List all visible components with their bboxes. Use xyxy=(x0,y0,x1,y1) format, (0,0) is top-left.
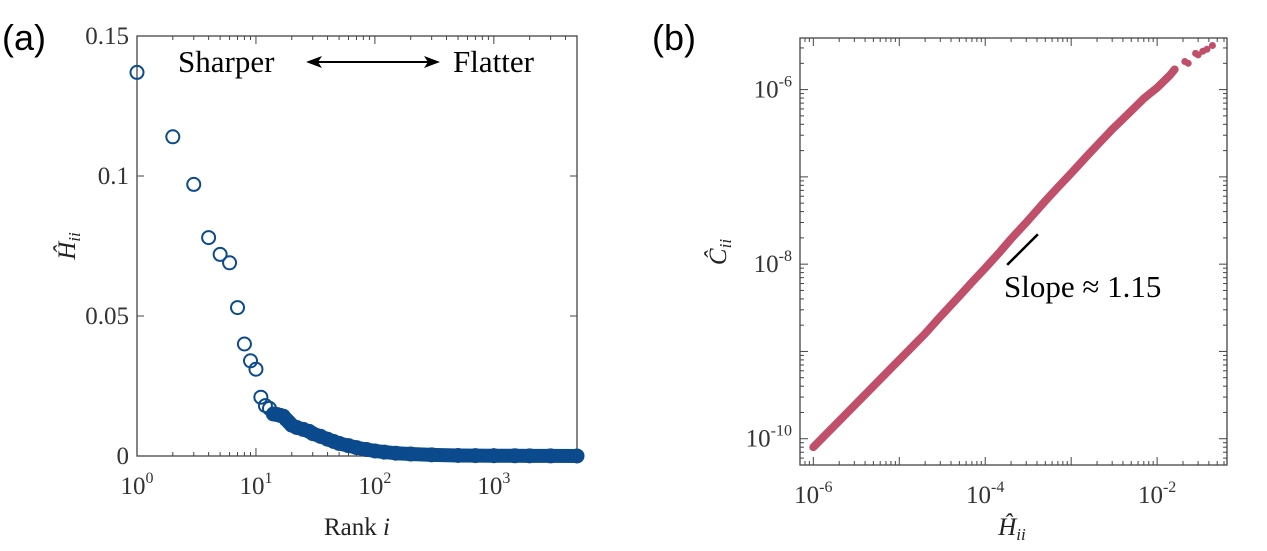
data-point xyxy=(882,369,890,377)
data-point xyxy=(869,382,877,390)
data-point xyxy=(968,278,976,286)
data-point xyxy=(359,442,375,458)
data-point xyxy=(129,64,145,80)
data-point xyxy=(222,255,238,271)
data-point xyxy=(1208,41,1216,49)
data-point xyxy=(388,445,404,461)
data-point xyxy=(331,435,347,451)
x-tick-label: 10-6 xyxy=(794,479,832,509)
data-point xyxy=(403,446,419,462)
y-tick-label: 0.05 xyxy=(85,303,129,330)
data-point xyxy=(230,300,246,316)
data-point xyxy=(850,402,858,410)
data-point xyxy=(376,444,392,460)
y-tick-label: 10-10 xyxy=(746,423,792,453)
y-axis-label-b: Ĉii xyxy=(704,239,735,265)
data-point xyxy=(236,336,252,352)
data-point xyxy=(486,448,502,464)
data-point xyxy=(341,438,357,454)
double-arrow xyxy=(306,56,440,68)
panel-label-a: (a) xyxy=(2,17,46,58)
data-point xyxy=(467,448,483,464)
data-point xyxy=(281,414,297,430)
chart-a: 100 101 102 103 0 0.05 0.1 0.15 xyxy=(85,23,585,500)
data-point xyxy=(835,417,843,425)
x-axis-label-a: Rank i xyxy=(324,514,390,541)
x-tick-label: 10-2 xyxy=(1138,479,1176,509)
data-point xyxy=(313,428,329,444)
data-point xyxy=(348,440,364,456)
data-point xyxy=(507,448,523,464)
data-point xyxy=(248,361,264,377)
data-point xyxy=(367,443,383,459)
y-tick-label: 0.15 xyxy=(85,23,129,50)
data-point xyxy=(1145,90,1153,98)
plot-frame xyxy=(136,35,578,457)
data-point xyxy=(1127,107,1135,115)
data-point xyxy=(1140,95,1148,103)
dense-points-band xyxy=(266,407,584,463)
data-point xyxy=(1108,125,1116,133)
data-point xyxy=(1067,169,1075,177)
x-tick-label: 10-4 xyxy=(966,479,1004,509)
x-tick-label: 100 xyxy=(121,470,154,500)
data-point xyxy=(1203,45,1211,53)
data-point xyxy=(1153,84,1161,92)
data-point xyxy=(1166,72,1174,80)
data-point xyxy=(1119,115,1127,123)
data-point xyxy=(1171,65,1179,73)
y-tick-label: 0 xyxy=(117,443,130,470)
data-point xyxy=(895,356,903,364)
data-point xyxy=(1134,100,1142,108)
data-point xyxy=(1082,153,1090,161)
x-tick-label: 101 xyxy=(239,470,272,500)
plot-frame xyxy=(799,37,1228,466)
annotation-sharper: Sharper xyxy=(178,44,275,79)
x-tick-label: 103 xyxy=(477,470,510,500)
data-point xyxy=(824,428,832,436)
x-tick-label: 102 xyxy=(358,470,391,500)
data-point xyxy=(1054,183,1062,191)
data-point xyxy=(1160,77,1168,85)
data-point xyxy=(936,313,944,321)
data-point xyxy=(1007,235,1015,243)
y-tick-label: 10-8 xyxy=(754,248,792,278)
data-point xyxy=(1093,141,1101,149)
slope-annotation: Slope ≈ 1.15 xyxy=(1004,269,1161,304)
y-axis-label-a: Ĥii xyxy=(53,232,84,261)
data-point xyxy=(212,246,228,262)
chart-b: 10-6 10-4 10-2 10-10 10-8 10-6 xyxy=(746,37,1228,509)
data-point xyxy=(1041,197,1049,205)
data-point xyxy=(569,448,585,464)
slope-reference-line xyxy=(1006,233,1039,266)
data-point xyxy=(165,129,181,145)
annotation-flatter: Flatter xyxy=(453,44,535,79)
x-axis-label-b: Ĥii xyxy=(997,513,1026,544)
y-tick-label: 0.1 xyxy=(98,163,129,190)
data-point xyxy=(1022,219,1030,227)
data-point xyxy=(543,448,559,464)
data-point xyxy=(1184,59,1192,67)
panel-label-b: (b) xyxy=(652,17,696,58)
data-point xyxy=(921,330,929,338)
data-point xyxy=(201,230,217,246)
data-point xyxy=(424,447,440,463)
data-point xyxy=(450,447,466,463)
data-point xyxy=(186,176,202,192)
y-tick-label: 10-6 xyxy=(754,74,792,104)
data-point xyxy=(253,389,269,405)
data-point xyxy=(522,448,538,464)
data-point xyxy=(996,247,1004,255)
data-point xyxy=(910,341,918,349)
data-point xyxy=(955,292,963,300)
dense-points-band xyxy=(809,65,1179,452)
data-point xyxy=(809,443,817,451)
data-point xyxy=(981,264,989,272)
data-point xyxy=(305,426,321,442)
